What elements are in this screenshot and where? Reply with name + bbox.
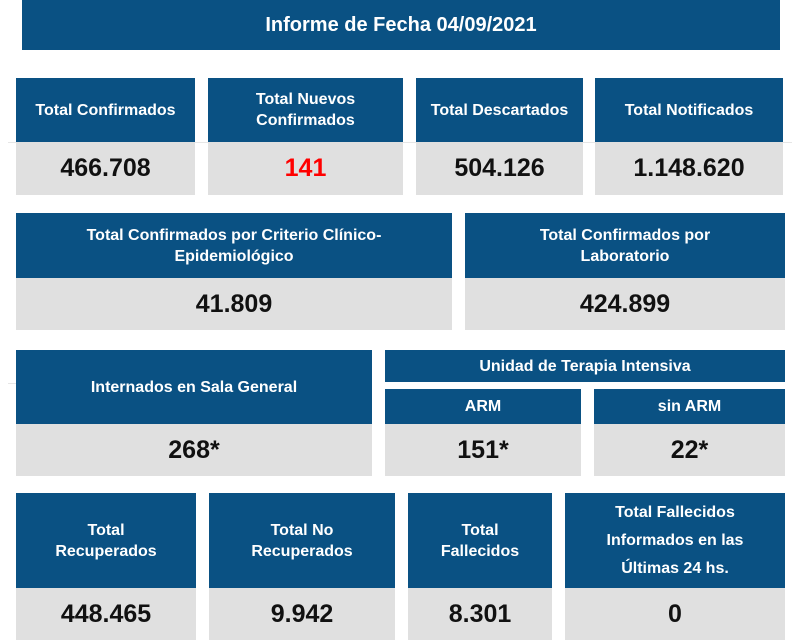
recuperados-label: Total Recuperados <box>16 493 196 588</box>
total-confirmados-label: Total Confirmados <box>16 78 195 142</box>
report-title: Informe de Fecha 04/09/2021 <box>22 0 780 50</box>
laboratorio-value: 424.899 <box>465 278 785 330</box>
total-notificados-value: 1.148.620 <box>595 142 783 195</box>
fallecidos-24hs-label: Total Fallecidos Informados en las Últim… <box>565 493 785 588</box>
criterio-clinico-label: Total Confirmados por Criterio Clínico-E… <box>16 213 452 278</box>
total-descartados-value: 504.126 <box>416 142 583 195</box>
total-descartados-label: Total Descartados <box>416 78 583 142</box>
fallecidos-24hs-value: 0 <box>565 588 785 640</box>
total-confirmados-value: 466.708 <box>16 142 195 195</box>
fallecidos-value: 8.301 <box>408 588 552 640</box>
arm-label: ARM <box>385 389 581 424</box>
uti-label: Unidad de Terapia Intensiva <box>385 350 785 382</box>
sin-arm-value: 22* <box>594 424 785 476</box>
nuevos-confirmados-label: Total Nuevos Confirmados <box>208 78 403 142</box>
total-notificados-label: Total Notificados <box>595 78 783 142</box>
recuperados-value: 448.465 <box>16 588 196 640</box>
sin-arm-label: sin ARM <box>594 389 785 424</box>
sala-general-value: 268* <box>16 424 372 476</box>
fallecidos-label: Total Fallecidos <box>408 493 552 588</box>
no-recuperados-label: Total No Recuperados <box>209 493 395 588</box>
divider <box>8 383 18 384</box>
sala-general-label: Internados en Sala General <box>16 350 372 424</box>
arm-value: 151* <box>385 424 581 476</box>
no-recuperados-value: 9.942 <box>209 588 395 640</box>
laboratorio-label: Total Confirmados por Laboratorio <box>465 213 785 278</box>
nuevos-confirmados-value: 141 <box>208 142 403 195</box>
criterio-clinico-value: 41.809 <box>16 278 452 330</box>
